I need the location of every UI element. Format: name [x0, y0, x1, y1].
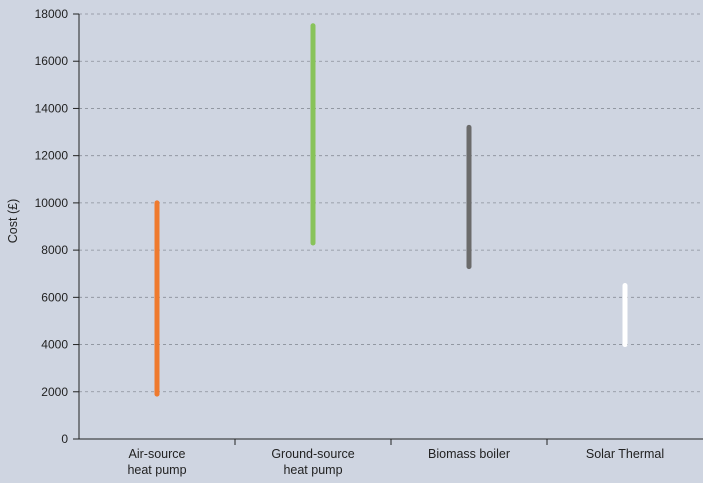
x-category-label-line: heat pump: [127, 463, 186, 477]
x-category-label: Air-source heat pump: [127, 447, 186, 477]
y-tick-label: 2000: [41, 385, 68, 399]
y-tick-label: 10000: [35, 196, 69, 210]
y-axis-title: Cost (£): [6, 199, 20, 243]
x-category-label-line: Solar Thermal: [586, 447, 664, 461]
y-tick-label: 8000: [41, 243, 68, 257]
range-bars: [154, 23, 628, 397]
y-tick-label: 16000: [35, 54, 69, 68]
y-tick-label: 12000: [35, 149, 69, 163]
x-category-label: Ground-source heat pump: [271, 447, 354, 477]
y-tick-label: 18000: [35, 7, 69, 21]
y-tick-label: 0: [61, 432, 68, 446]
x-category-label-line: Air-source: [129, 447, 186, 461]
y-tick-label: 6000: [41, 290, 68, 304]
x-category-label: Solar Thermal: [586, 447, 664, 461]
x-category-label-line: Biomass boiler: [428, 447, 510, 461]
x-category-label-line: Ground-source: [271, 447, 354, 461]
x-category-label-line: heat pump: [283, 463, 342, 477]
x-axis-ticks: Air-source heat pump Ground-source heat pum…: [127, 439, 664, 477]
grid-lines: [79, 13, 703, 393]
y-axis-ticks: 0 2000 4000 6000 8000 10000 12000 14000 16000 180…: [35, 7, 79, 446]
y-tick-label: 14000: [35, 101, 69, 115]
y-tick-label: 4000: [41, 338, 68, 352]
x-category-label: Biomass boiler: [428, 447, 510, 461]
